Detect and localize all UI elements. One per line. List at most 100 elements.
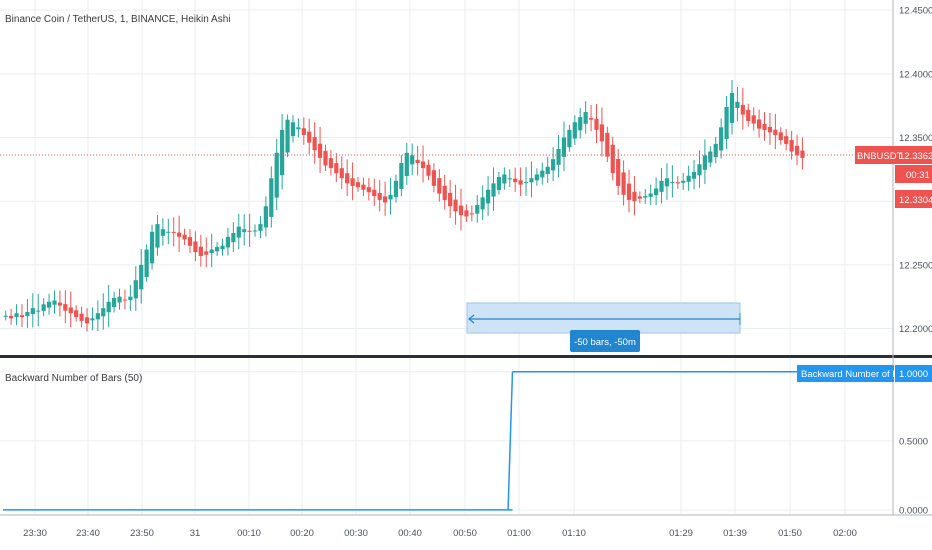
candle-body[interactable] bbox=[475, 205, 480, 214]
candle-body[interactable] bbox=[778, 132, 783, 141]
candle-body[interactable] bbox=[480, 197, 485, 210]
candle-body[interactable] bbox=[399, 162, 404, 189]
candle-body[interactable] bbox=[57, 302, 63, 306]
candle-body[interactable] bbox=[312, 137, 317, 151]
candle-body[interactable] bbox=[366, 187, 371, 193]
candles[interactable] bbox=[3, 80, 805, 332]
candle-body[interactable] bbox=[149, 231, 155, 264]
candle-body[interactable] bbox=[518, 180, 523, 185]
candle-body[interactable] bbox=[404, 152, 409, 176]
candle-body[interactable] bbox=[605, 132, 610, 157]
candle-body[interactable] bbox=[301, 128, 306, 135]
candle-body[interactable] bbox=[361, 184, 366, 190]
candle-body[interactable] bbox=[756, 119, 762, 129]
candle-body[interactable] bbox=[84, 317, 90, 324]
candle-body[interactable] bbox=[800, 150, 805, 158]
candle-body[interactable] bbox=[545, 166, 550, 175]
candle-body[interactable] bbox=[68, 307, 73, 314]
candle-body[interactable] bbox=[523, 182, 529, 184]
pane-separator[interactable] bbox=[0, 355, 932, 358]
candle-body[interactable] bbox=[19, 315, 25, 318]
candle-body[interactable] bbox=[236, 226, 241, 238]
candle-body[interactable] bbox=[258, 224, 263, 231]
candle-body[interactable] bbox=[746, 109, 751, 121]
candle-body[interactable] bbox=[377, 192, 382, 200]
candle-body[interactable] bbox=[90, 318, 95, 321]
candle-body[interactable] bbox=[41, 304, 46, 311]
candle-body[interactable] bbox=[713, 143, 718, 158]
candle-body[interactable] bbox=[204, 251, 209, 255]
candle-body[interactable] bbox=[117, 296, 122, 303]
candle-body[interactable] bbox=[252, 230, 258, 232]
candle-body[interactable] bbox=[426, 164, 431, 176]
candle-body[interactable] bbox=[464, 210, 469, 217]
candle-body[interactable] bbox=[388, 194, 393, 200]
candle-body[interactable] bbox=[177, 232, 182, 237]
candle-body[interactable] bbox=[187, 237, 193, 246]
candle-body[interactable] bbox=[225, 236, 231, 248]
candle-body[interactable] bbox=[106, 301, 111, 313]
candle-body[interactable] bbox=[567, 129, 572, 148]
measure-range-box[interactable] bbox=[466, 302, 741, 334]
candle-body[interactable] bbox=[767, 126, 773, 133]
candle-body[interactable] bbox=[529, 178, 534, 183]
candle-body[interactable] bbox=[789, 140, 794, 152]
candle-body[interactable] bbox=[583, 112, 588, 124]
candle-body[interactable] bbox=[681, 180, 686, 183]
candle-body[interactable] bbox=[350, 178, 355, 186]
candle-body[interactable] bbox=[458, 205, 464, 216]
candle-body[interactable] bbox=[794, 145, 800, 156]
candle-body[interactable] bbox=[740, 104, 745, 115]
candle-body[interactable] bbox=[632, 191, 637, 202]
candle-body[interactable] bbox=[79, 313, 84, 321]
candle-body[interactable] bbox=[323, 150, 328, 166]
candle-body[interactable] bbox=[25, 311, 30, 317]
candle-body[interactable] bbox=[290, 122, 296, 137]
candle-body[interactable] bbox=[144, 249, 149, 278]
candle-body[interactable] bbox=[166, 231, 171, 233]
candle-body[interactable] bbox=[594, 118, 599, 130]
candle-body[interactable] bbox=[280, 129, 285, 176]
candle-body[interactable] bbox=[437, 178, 442, 194]
candle-body[interactable] bbox=[637, 196, 642, 199]
candle-body[interactable] bbox=[659, 180, 664, 192]
candle-body[interactable] bbox=[724, 106, 729, 139]
candle-body[interactable] bbox=[773, 129, 778, 135]
indicator-price-axis[interactable]: 0.5000 0.0000 bbox=[899, 436, 928, 516]
candle-body[interactable] bbox=[496, 177, 502, 190]
candle-body[interactable] bbox=[420, 161, 426, 169]
candle-body[interactable] bbox=[675, 182, 680, 184]
candle-body[interactable] bbox=[697, 164, 702, 176]
candle-body[interactable] bbox=[198, 246, 203, 256]
candle-body[interactable] bbox=[46, 301, 52, 308]
candle-body[interactable] bbox=[328, 158, 334, 169]
candle-body[interactable] bbox=[507, 178, 512, 180]
candle-body[interactable] bbox=[74, 310, 79, 318]
candle-body[interactable] bbox=[556, 148, 561, 165]
candle-body[interactable] bbox=[133, 280, 138, 299]
candle-body[interactable] bbox=[616, 158, 621, 186]
candle-body[interactable] bbox=[469, 213, 474, 215]
candle-body[interactable] bbox=[296, 127, 301, 130]
candle-body[interactable] bbox=[220, 245, 225, 250]
candle-body[interactable] bbox=[3, 315, 8, 317]
candle-body[interactable] bbox=[285, 119, 290, 153]
candle-body[interactable] bbox=[719, 127, 724, 151]
candle-body[interactable] bbox=[415, 159, 420, 163]
indicator-plot[interactable] bbox=[3, 371, 822, 511]
candle-body[interactable] bbox=[578, 117, 583, 131]
candle-body[interactable] bbox=[355, 182, 361, 188]
candle-body[interactable] bbox=[502, 174, 507, 184]
candle-body[interactable] bbox=[63, 304, 68, 311]
candle-body[interactable] bbox=[345, 173, 350, 184]
candle-body[interactable] bbox=[30, 308, 35, 315]
candle-body[interactable] bbox=[751, 115, 756, 124]
candle-body[interactable] bbox=[269, 178, 274, 217]
candle-body[interactable] bbox=[448, 192, 453, 207]
candle-body[interactable] bbox=[491, 183, 496, 197]
candle-body[interactable] bbox=[14, 313, 19, 318]
candle-body[interactable] bbox=[242, 229, 247, 233]
candle-body[interactable] bbox=[231, 233, 236, 243]
candle-body[interactable] bbox=[513, 178, 518, 183]
candle-body[interactable] bbox=[648, 193, 653, 197]
